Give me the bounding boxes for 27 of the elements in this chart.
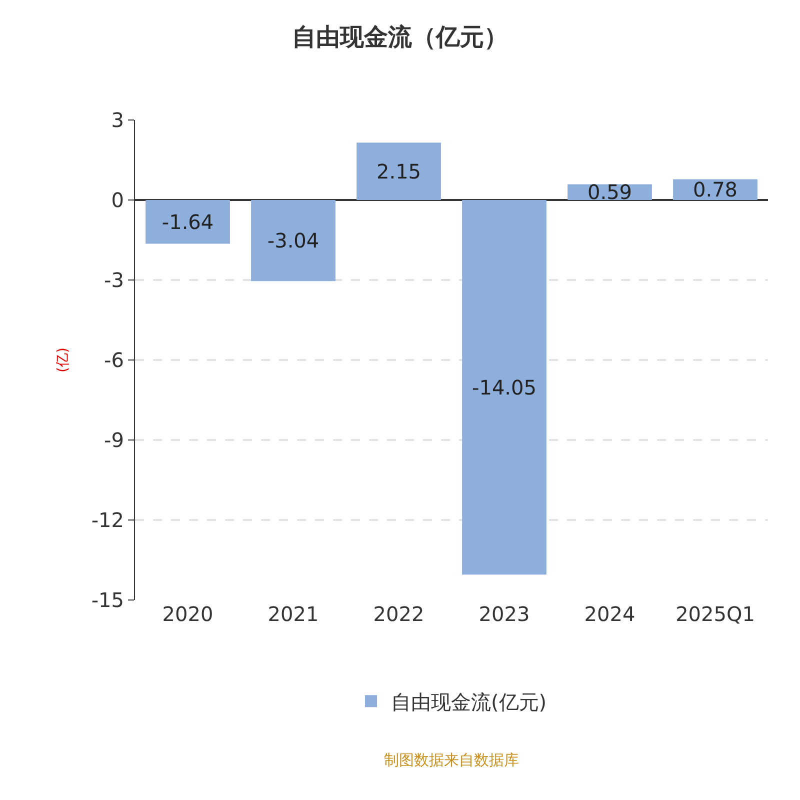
y-tick-label: 0: [111, 188, 124, 212]
x-tick-label: 2025Q1: [676, 602, 755, 626]
x-tick-label: 2022: [373, 602, 424, 626]
y-tick-label: -6: [104, 348, 124, 372]
bar: [251, 200, 336, 282]
y-tick-label: -9: [104, 428, 124, 452]
bar: [146, 200, 230, 244]
chart-title: 自由现金流（亿元）: [292, 22, 508, 51]
data-label: -3.04: [267, 228, 320, 253]
bar: [356, 142, 441, 200]
y-tick-label: -12: [91, 508, 124, 532]
data-label: -1.64: [162, 210, 214, 234]
x-tick-label: 2024: [584, 602, 636, 626]
y-tick-label: 3: [111, 108, 124, 132]
x-tick-label: 2020: [162, 602, 214, 626]
y-axis-title: (亿): [54, 348, 71, 372]
y-tick-label: -3: [104, 268, 124, 292]
data-label: -14.05: [472, 375, 536, 400]
data-label: 2.15: [376, 159, 422, 184]
x-tick-label: 2023: [478, 602, 530, 626]
x-tick-label: 2021: [268, 602, 319, 626]
data-label: 0.59: [587, 180, 632, 204]
text: 制图数据来自数据库: [384, 751, 519, 769]
legend-label: 自由现金流(亿元): [391, 690, 547, 714]
bar: [462, 200, 546, 575]
y-tick-label: -15: [91, 588, 124, 612]
data-label: 0.78: [692, 178, 738, 202]
